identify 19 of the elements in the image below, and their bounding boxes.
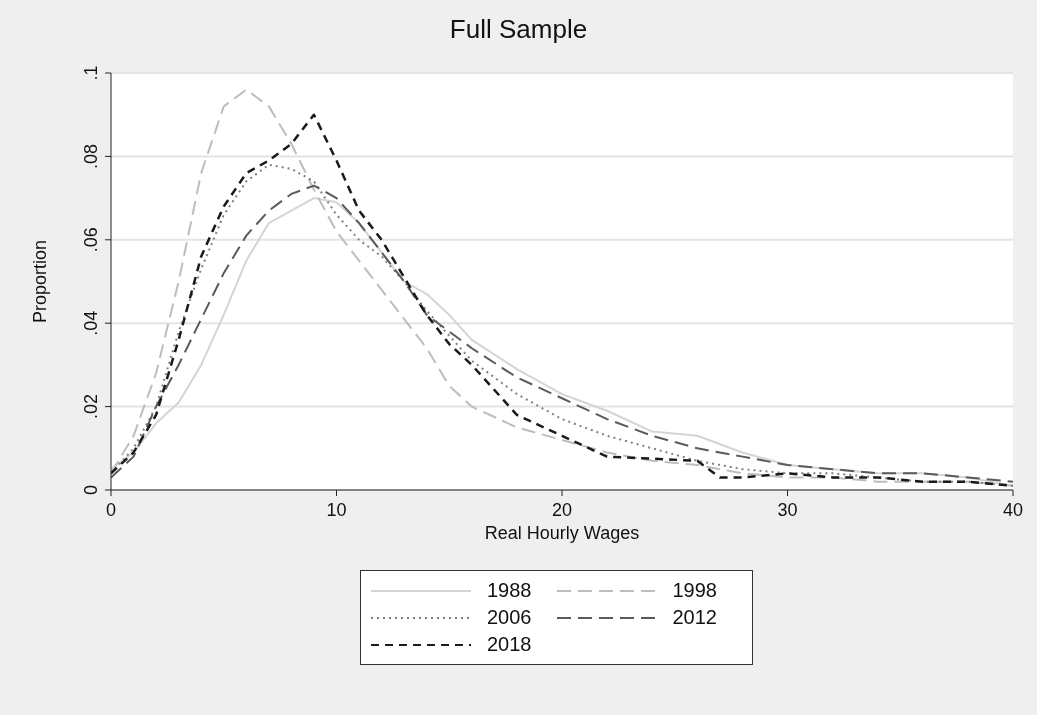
x-tick-label: 30 bbox=[777, 500, 798, 520]
legend-label: 1988 bbox=[487, 579, 532, 602]
x-tick-label: 10 bbox=[326, 500, 347, 520]
y-tick-label: .04 bbox=[81, 310, 101, 336]
legend-label: 2012 bbox=[672, 606, 717, 629]
x-tick-label: 40 bbox=[1002, 500, 1024, 520]
y-tick-label: .08 bbox=[81, 143, 101, 169]
y-tick-label: .02 bbox=[81, 394, 101, 420]
y-tick-label: 0 bbox=[81, 484, 101, 496]
y-tick-label: .1 bbox=[81, 65, 101, 81]
x-tick-label: 0 bbox=[105, 500, 117, 520]
legend-label: 2018 bbox=[487, 633, 532, 656]
x-axis-title: Real Hourly Wages bbox=[484, 523, 640, 543]
x-tick-label: 20 bbox=[551, 500, 573, 520]
y-tick-label: .06 bbox=[81, 227, 101, 253]
chart-title: Full Sample bbox=[448, 14, 589, 45]
legend-label: 1998 bbox=[672, 579, 717, 602]
legend-label: 2006 bbox=[487, 606, 532, 629]
y-axis-title: Proportion bbox=[30, 239, 51, 324]
